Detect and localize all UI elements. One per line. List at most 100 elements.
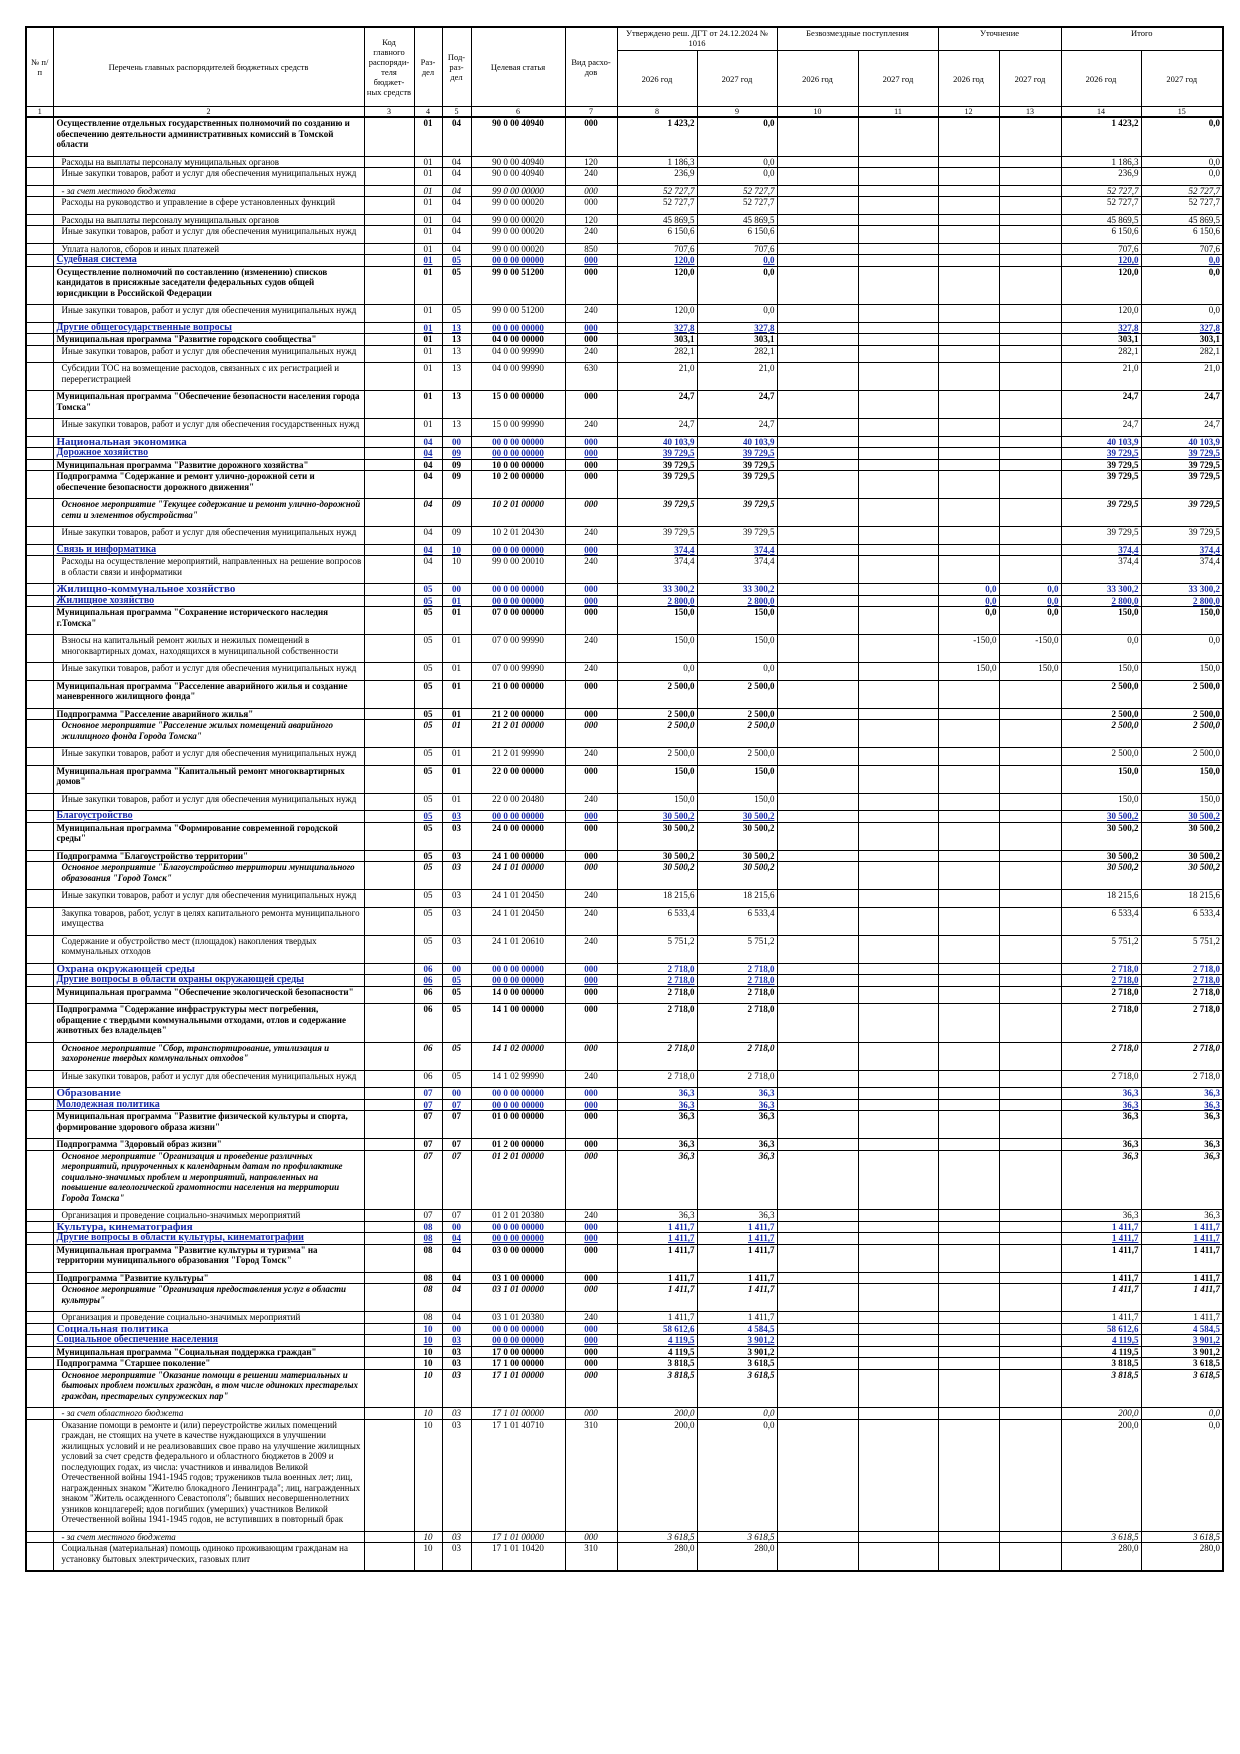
row-label: Муниципальная программа "Развитие физиче… [52, 1110, 365, 1139]
code-cell: 000 [564, 1149, 618, 1210]
amount-cell: 2 500,0 [616, 719, 698, 748]
amount-cell: 150,0 [616, 764, 698, 794]
amount-cell: 327,8 [616, 321, 698, 334]
amount-cell: 39 729,5 [1140, 470, 1224, 499]
column-number: 8 [616, 106, 698, 118]
code-cell [25, 1271, 54, 1284]
amount-cell [776, 906, 859, 936]
code-cell: 00 [441, 1322, 472, 1335]
amount-cell [998, 679, 1062, 709]
code-cell: 04 [441, 167, 472, 186]
amount-cell [998, 225, 1062, 244]
amount-cell [857, 184, 939, 197]
code-cell: 05 [441, 1069, 472, 1088]
code-cell: 000 [564, 435, 618, 448]
amount-cell: 0,0 [998, 594, 1062, 607]
amount-cell: 1 411,7 [1060, 1220, 1142, 1233]
code-cell: 000 [564, 606, 618, 635]
code-cell [25, 764, 54, 794]
code-cell: 01 [413, 184, 443, 197]
amount-cell [776, 747, 859, 766]
code-cell: 240 [564, 662, 618, 681]
code-cell: 13 [441, 362, 472, 391]
code-cell [363, 155, 415, 168]
amount-cell: 18 215,6 [616, 889, 698, 908]
amount-cell: 39 729,5 [696, 498, 778, 527]
amount-cell [776, 1098, 859, 1111]
amount-cell [998, 458, 1062, 471]
table-row: Жилищно-коммунальное хозяйство 05 00 00 0 0… [25, 583, 1224, 596]
code-cell: 04 [441, 196, 472, 215]
code-cell: 04 [441, 184, 472, 197]
table-row: Подпрограмма "Развитие культуры" 08 04 03 1… [25, 1271, 1224, 1284]
amount-cell: 6 533,4 [616, 906, 698, 936]
amount-cell [998, 435, 1062, 448]
amount-cell: 36,3 [1060, 1149, 1142, 1210]
amount-cell: 374,4 [1140, 543, 1224, 556]
amount-cell: 5 751,2 [696, 934, 778, 964]
code-cell: 21 2 01 99990 [470, 747, 566, 766]
amount-cell: 120,0 [616, 254, 698, 267]
amount-cell: 45 869,5 [1140, 213, 1224, 226]
code-cell: 90 0 00 40940 [470, 167, 566, 186]
amount-cell [937, 1041, 1000, 1071]
amount-cell [776, 254, 859, 267]
amount-cell: 0,0 [1140, 1418, 1224, 1532]
table-row: Организация и проведение социально-значи… [25, 1209, 1224, 1222]
code-cell [25, 498, 54, 527]
amount-cell [998, 719, 1062, 748]
code-cell [25, 225, 54, 244]
code-cell [25, 418, 54, 437]
code-cell [25, 934, 54, 964]
row-label: Взносы на капитальный ремонт жилых и неж… [52, 634, 365, 663]
amount-cell [776, 1407, 859, 1420]
code-cell: 10 [413, 1407, 443, 1420]
amount-cell: 6 533,4 [696, 906, 778, 936]
row-label: Основное мероприятие "Расселение жилых п… [52, 719, 365, 748]
code-cell: 04 0 00 99990 [470, 344, 566, 363]
code-cell: 000 [564, 1345, 618, 1358]
amount-cell: 150,0 [696, 634, 778, 663]
amount-cell: 707,6 [696, 242, 778, 255]
amount-cell: 30 500,2 [696, 810, 778, 823]
code-cell: 13 [441, 321, 472, 334]
code-cell: 08 [413, 1232, 443, 1245]
code-cell [25, 849, 54, 862]
amount-cell [857, 861, 939, 890]
amount-cell [998, 1542, 1062, 1572]
year-header: 2026 год [1060, 50, 1142, 107]
code-cell: 01 [441, 764, 472, 794]
code-cell: 01 [441, 594, 472, 607]
amount-cell: 6 533,4 [1140, 906, 1224, 936]
amount-cell: 45 869,5 [696, 213, 778, 226]
row-label: Основное мероприятие "Организация и пров… [52, 1149, 365, 1210]
amount-cell [998, 1087, 1062, 1100]
code-cell: 240 [564, 747, 618, 766]
amount-cell [998, 242, 1062, 255]
amount-cell: 6 533,4 [1060, 906, 1142, 936]
amount-cell [857, 810, 939, 823]
code-cell: 01 [441, 747, 472, 766]
code-cell: 00 [441, 962, 472, 975]
table-row: Оказание помощи в ремонте и (или) переус… [25, 1418, 1224, 1532]
amount-cell: 120,0 [1060, 254, 1142, 267]
code-cell [363, 606, 415, 635]
code-cell: 04 [413, 470, 443, 499]
amount-cell: 39 729,5 [1060, 447, 1142, 460]
code-cell [363, 254, 415, 267]
row-label: Судебная система [52, 254, 365, 267]
amount-cell: 3 618,5 [696, 1530, 778, 1543]
table-row: Муниципальная программа "Обеспечение без… [25, 390, 1224, 419]
amount-cell: 36,3 [1060, 1110, 1142, 1139]
amount-cell [857, 634, 939, 663]
amount-cell [776, 634, 859, 663]
table-row: Закупка товаров, работ, услуг в целях ка… [25, 906, 1224, 936]
amount-cell [857, 747, 939, 766]
code-cell: 00 0 00 00000 [470, 1334, 566, 1347]
code-cell: 00 0 00 00000 [470, 321, 566, 334]
table-row: Иные закупки товаров, работ и услуг для … [25, 526, 1224, 545]
code-cell: 04 [413, 447, 443, 460]
code-cell: 10 2 01 00000 [470, 498, 566, 527]
code-cell: 06 [413, 962, 443, 975]
code-cell: 00 0 00 00000 [470, 543, 566, 556]
